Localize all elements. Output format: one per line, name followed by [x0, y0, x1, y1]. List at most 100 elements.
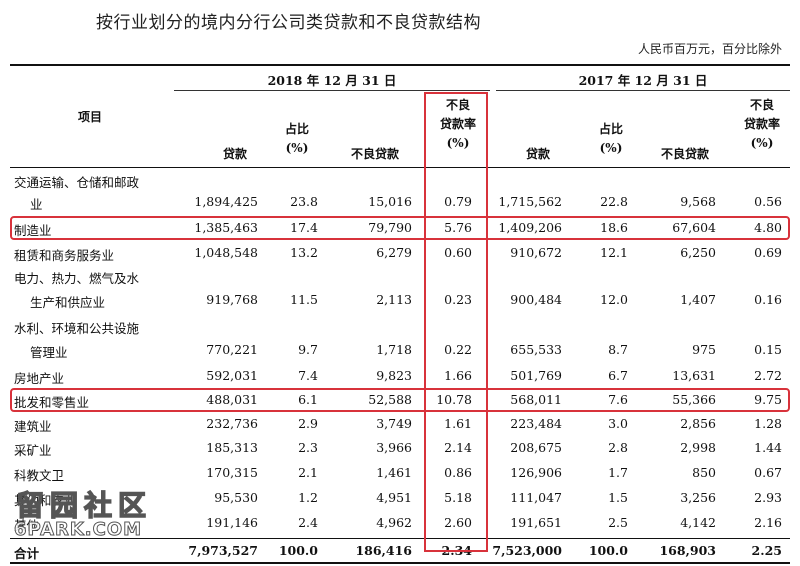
- table-cell: 191,146: [206, 515, 258, 530]
- table-cell: 770,221: [206, 342, 258, 357]
- table-cell: 12.0: [600, 292, 628, 307]
- table-cell: 0.15: [754, 342, 782, 357]
- table-cell: 9.7: [298, 342, 318, 357]
- table-cell: 975: [692, 342, 716, 357]
- table-cell: 11.5: [290, 292, 318, 307]
- table-cell: 2.93: [754, 490, 782, 505]
- table-cell: 111,047: [510, 490, 562, 505]
- period-rule-2017: [496, 90, 790, 91]
- table-cell: 2.4: [298, 515, 318, 530]
- table-cell: 126,906: [510, 465, 562, 480]
- table-cell: 2.8: [608, 440, 628, 455]
- table-cell: 18.6: [600, 220, 628, 235]
- header-rule: [10, 167, 790, 168]
- top-rule: [10, 64, 790, 66]
- header-share-2018: 占比 (%): [284, 122, 309, 155]
- table-cell: 1.5: [608, 490, 628, 505]
- table-cell: 1.61: [444, 416, 472, 431]
- table-cell: 1.28: [754, 416, 782, 431]
- manufacturing-row-highlight: [10, 216, 790, 240]
- table-cell: 1.44: [754, 440, 782, 455]
- table-cell: 13,631: [672, 368, 716, 383]
- total-cell: 7,973,527: [188, 543, 258, 558]
- table-cell: 850: [692, 465, 716, 480]
- row-label: 管理业: [30, 345, 68, 360]
- table-cell: 2.5: [608, 515, 628, 530]
- table-cell: 2.72: [754, 368, 782, 383]
- row-label: 电力、热力、燃气及水: [14, 271, 140, 286]
- table-cell: 488,031: [206, 392, 258, 407]
- table-cell: 655,533: [510, 342, 562, 357]
- total-cell: 7,523,000: [492, 543, 562, 558]
- row-label: 科教文卫: [14, 468, 65, 483]
- row-label: 业: [30, 197, 43, 212]
- table-cell: 2.16: [754, 515, 782, 530]
- table-cell: 9,823: [376, 368, 412, 383]
- table-cell: 900,484: [510, 292, 562, 307]
- table-cell: 0.23: [444, 292, 472, 307]
- table-cell: 6.7: [608, 368, 628, 383]
- table-cell: 0.79: [444, 194, 472, 209]
- row-label: 建筑业: [14, 419, 52, 434]
- header-share-2017: 占比 (%): [598, 122, 623, 155]
- table-cell: 0.67: [754, 465, 782, 480]
- row-label: 水利、环境和公共设施: [14, 321, 140, 336]
- table-cell: 4,142: [680, 515, 716, 530]
- row-label: 房地产业: [14, 371, 65, 386]
- bottom-rule: [10, 562, 790, 564]
- table-cell: 1,894,425: [194, 194, 258, 209]
- table-cell: 2.14: [444, 440, 472, 455]
- table-cell: 3.0: [608, 416, 628, 431]
- table-cell: 6,279: [376, 245, 412, 260]
- table-cell: 1,461: [376, 465, 412, 480]
- table-cell: 12.1: [600, 245, 628, 260]
- table-cell: 6,250: [680, 245, 716, 260]
- table-cell: 2,998: [680, 440, 716, 455]
- table-cell: 7.6: [608, 392, 628, 407]
- row-label: 生产和供应业: [30, 295, 106, 310]
- table-cell: 185,313: [206, 440, 258, 455]
- table-cell: 170,315: [206, 465, 258, 480]
- header-item: 项目: [77, 110, 102, 124]
- table-cell: 1.66: [444, 368, 472, 383]
- table-cell: 1,718: [376, 342, 412, 357]
- header-npl-ratio-2017: 不良 贷款率 (%): [743, 98, 780, 150]
- table-cell: 67,604: [672, 220, 716, 235]
- table-cell: 1,048,548: [194, 245, 258, 260]
- table-cell: 1,715,562: [498, 194, 562, 209]
- table-cell: 910,672: [510, 245, 562, 260]
- table-cell: 23.8: [290, 194, 318, 209]
- wholesale-retail-row-highlight: [10, 388, 790, 412]
- table-cell: 0.60: [444, 245, 472, 260]
- table-cell: 3,966: [376, 440, 412, 455]
- table-cell: 2,113: [376, 292, 412, 307]
- watermark-text: 留园社区: [15, 488, 153, 522]
- table-cell: 52,588: [368, 392, 412, 407]
- table-cell: 232,736: [206, 416, 258, 431]
- table-cell: 13.2: [290, 245, 318, 260]
- table-cell: 55,366: [672, 392, 716, 407]
- period-2018: 2018 年 12 月 31 日: [267, 73, 397, 88]
- table-cell: 1.2: [298, 490, 318, 505]
- table-cell: 10.78: [436, 392, 472, 407]
- row-label: 交通运输、仓储和邮政: [14, 175, 140, 190]
- table-cell: 223,484: [510, 416, 562, 431]
- table-cell: 7.4: [298, 368, 318, 383]
- unit-note: 人民币百万元，百分比除外: [637, 42, 782, 56]
- table-cell: 95,530: [214, 490, 258, 505]
- row-label: 采矿业: [14, 443, 52, 458]
- header-npl-ratio-2018: 不良 贷款率 (%): [439, 98, 476, 150]
- header-npl-2018: 不良贷款: [350, 147, 399, 161]
- row-label: 制造业: [14, 223, 52, 238]
- table-cell: 1,407: [680, 292, 716, 307]
- table-cell: 15,016: [368, 194, 412, 209]
- table-cell: 0.16: [754, 292, 782, 307]
- table-cell: 2.60: [444, 515, 472, 530]
- table-cell: 6.1: [298, 392, 318, 407]
- table-cell: 208,675: [510, 440, 562, 455]
- table-cell: 17.4: [290, 220, 318, 235]
- table-cell: 0.56: [754, 194, 782, 209]
- header-npl-2017: 不良贷款: [660, 147, 709, 161]
- total-cell: 100.0: [588, 543, 628, 558]
- table-cell: 3,256: [680, 490, 716, 505]
